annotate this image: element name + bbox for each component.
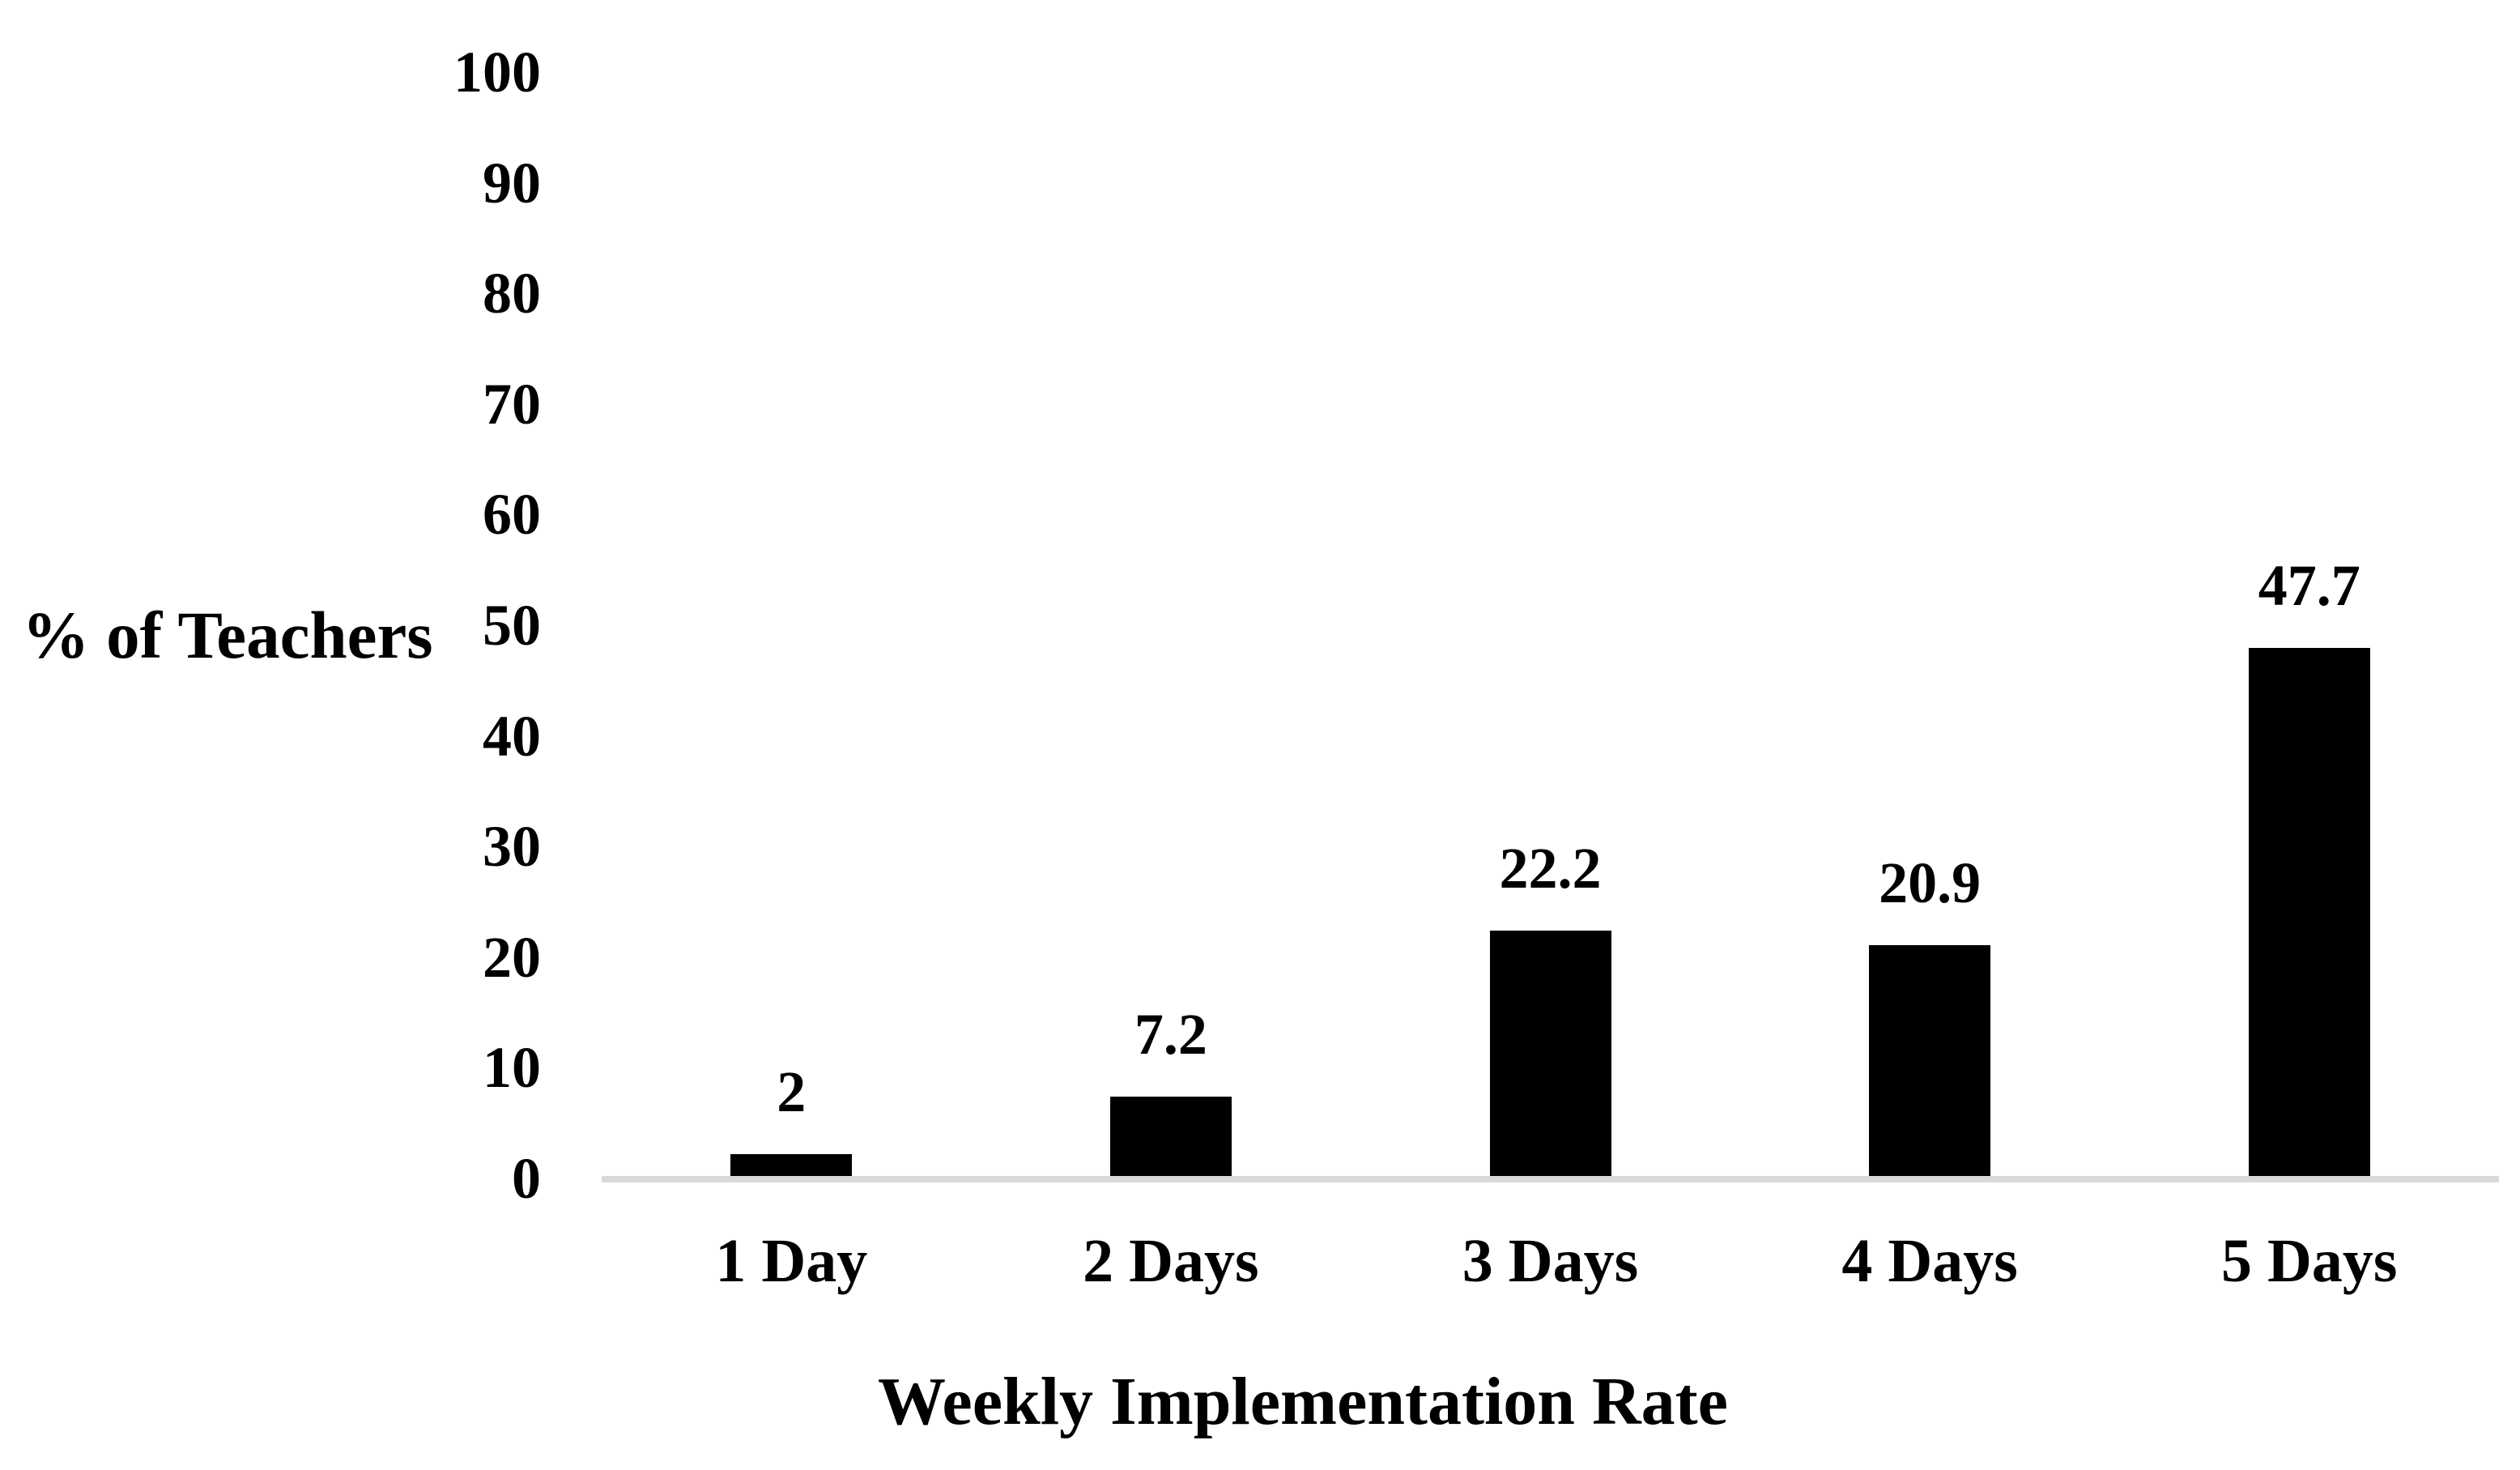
category-label-5-days: 5 Days	[2220, 1227, 2398, 1295]
category-label-4-days: 4 Days	[1841, 1227, 2018, 1295]
bar-2-days	[1109, 1096, 1232, 1176]
y-tick-label-70: 70	[483, 371, 541, 437]
category-label-1-day: 1 Day	[715, 1227, 868, 1295]
bar-1-day	[730, 1153, 853, 1176]
y-tick-label-0: 0	[512, 1146, 541, 1211]
y-tick-label-10: 10	[483, 1035, 541, 1101]
y-axis-title: % of Teachers	[22, 598, 433, 672]
category-label-3-days: 3 Days	[1462, 1227, 1639, 1295]
x-axis-line	[602, 1176, 2499, 1182]
bar-3-days	[1489, 930, 1611, 1176]
y-tick-label-30: 30	[483, 814, 541, 880]
bar-value-label-5-days: 47.7	[2258, 553, 2360, 619]
x-axis-title: Weekly Implementation Rate	[878, 1364, 1728, 1439]
y-tick-label-90: 90	[483, 150, 541, 215]
y-tick-label-40: 40	[483, 703, 541, 769]
y-tick-label-100: 100	[453, 40, 541, 104]
y-tick-label-80: 80	[483, 261, 541, 326]
y-tick-label-20: 20	[483, 924, 541, 990]
y-tick-label-50: 50	[483, 593, 541, 658]
category-label-2-days: 2 Days	[1083, 1227, 1259, 1295]
bar-value-label-3-days: 22.2	[1499, 835, 1602, 901]
bar-4-days	[1869, 944, 1991, 1176]
y-axis-tick-labels: 0 10 20 30 40 50 60 70 80 90 100	[0, 0, 541, 1470]
bar-value-label-4-days: 20.9	[1879, 850, 1982, 915]
y-tick-label-60: 60	[483, 482, 541, 548]
bar-value-label-2-days: 7.2	[1134, 1001, 1207, 1067]
bar-5-days	[2248, 648, 2370, 1176]
bar-value-label-1-day: 2	[777, 1059, 807, 1124]
